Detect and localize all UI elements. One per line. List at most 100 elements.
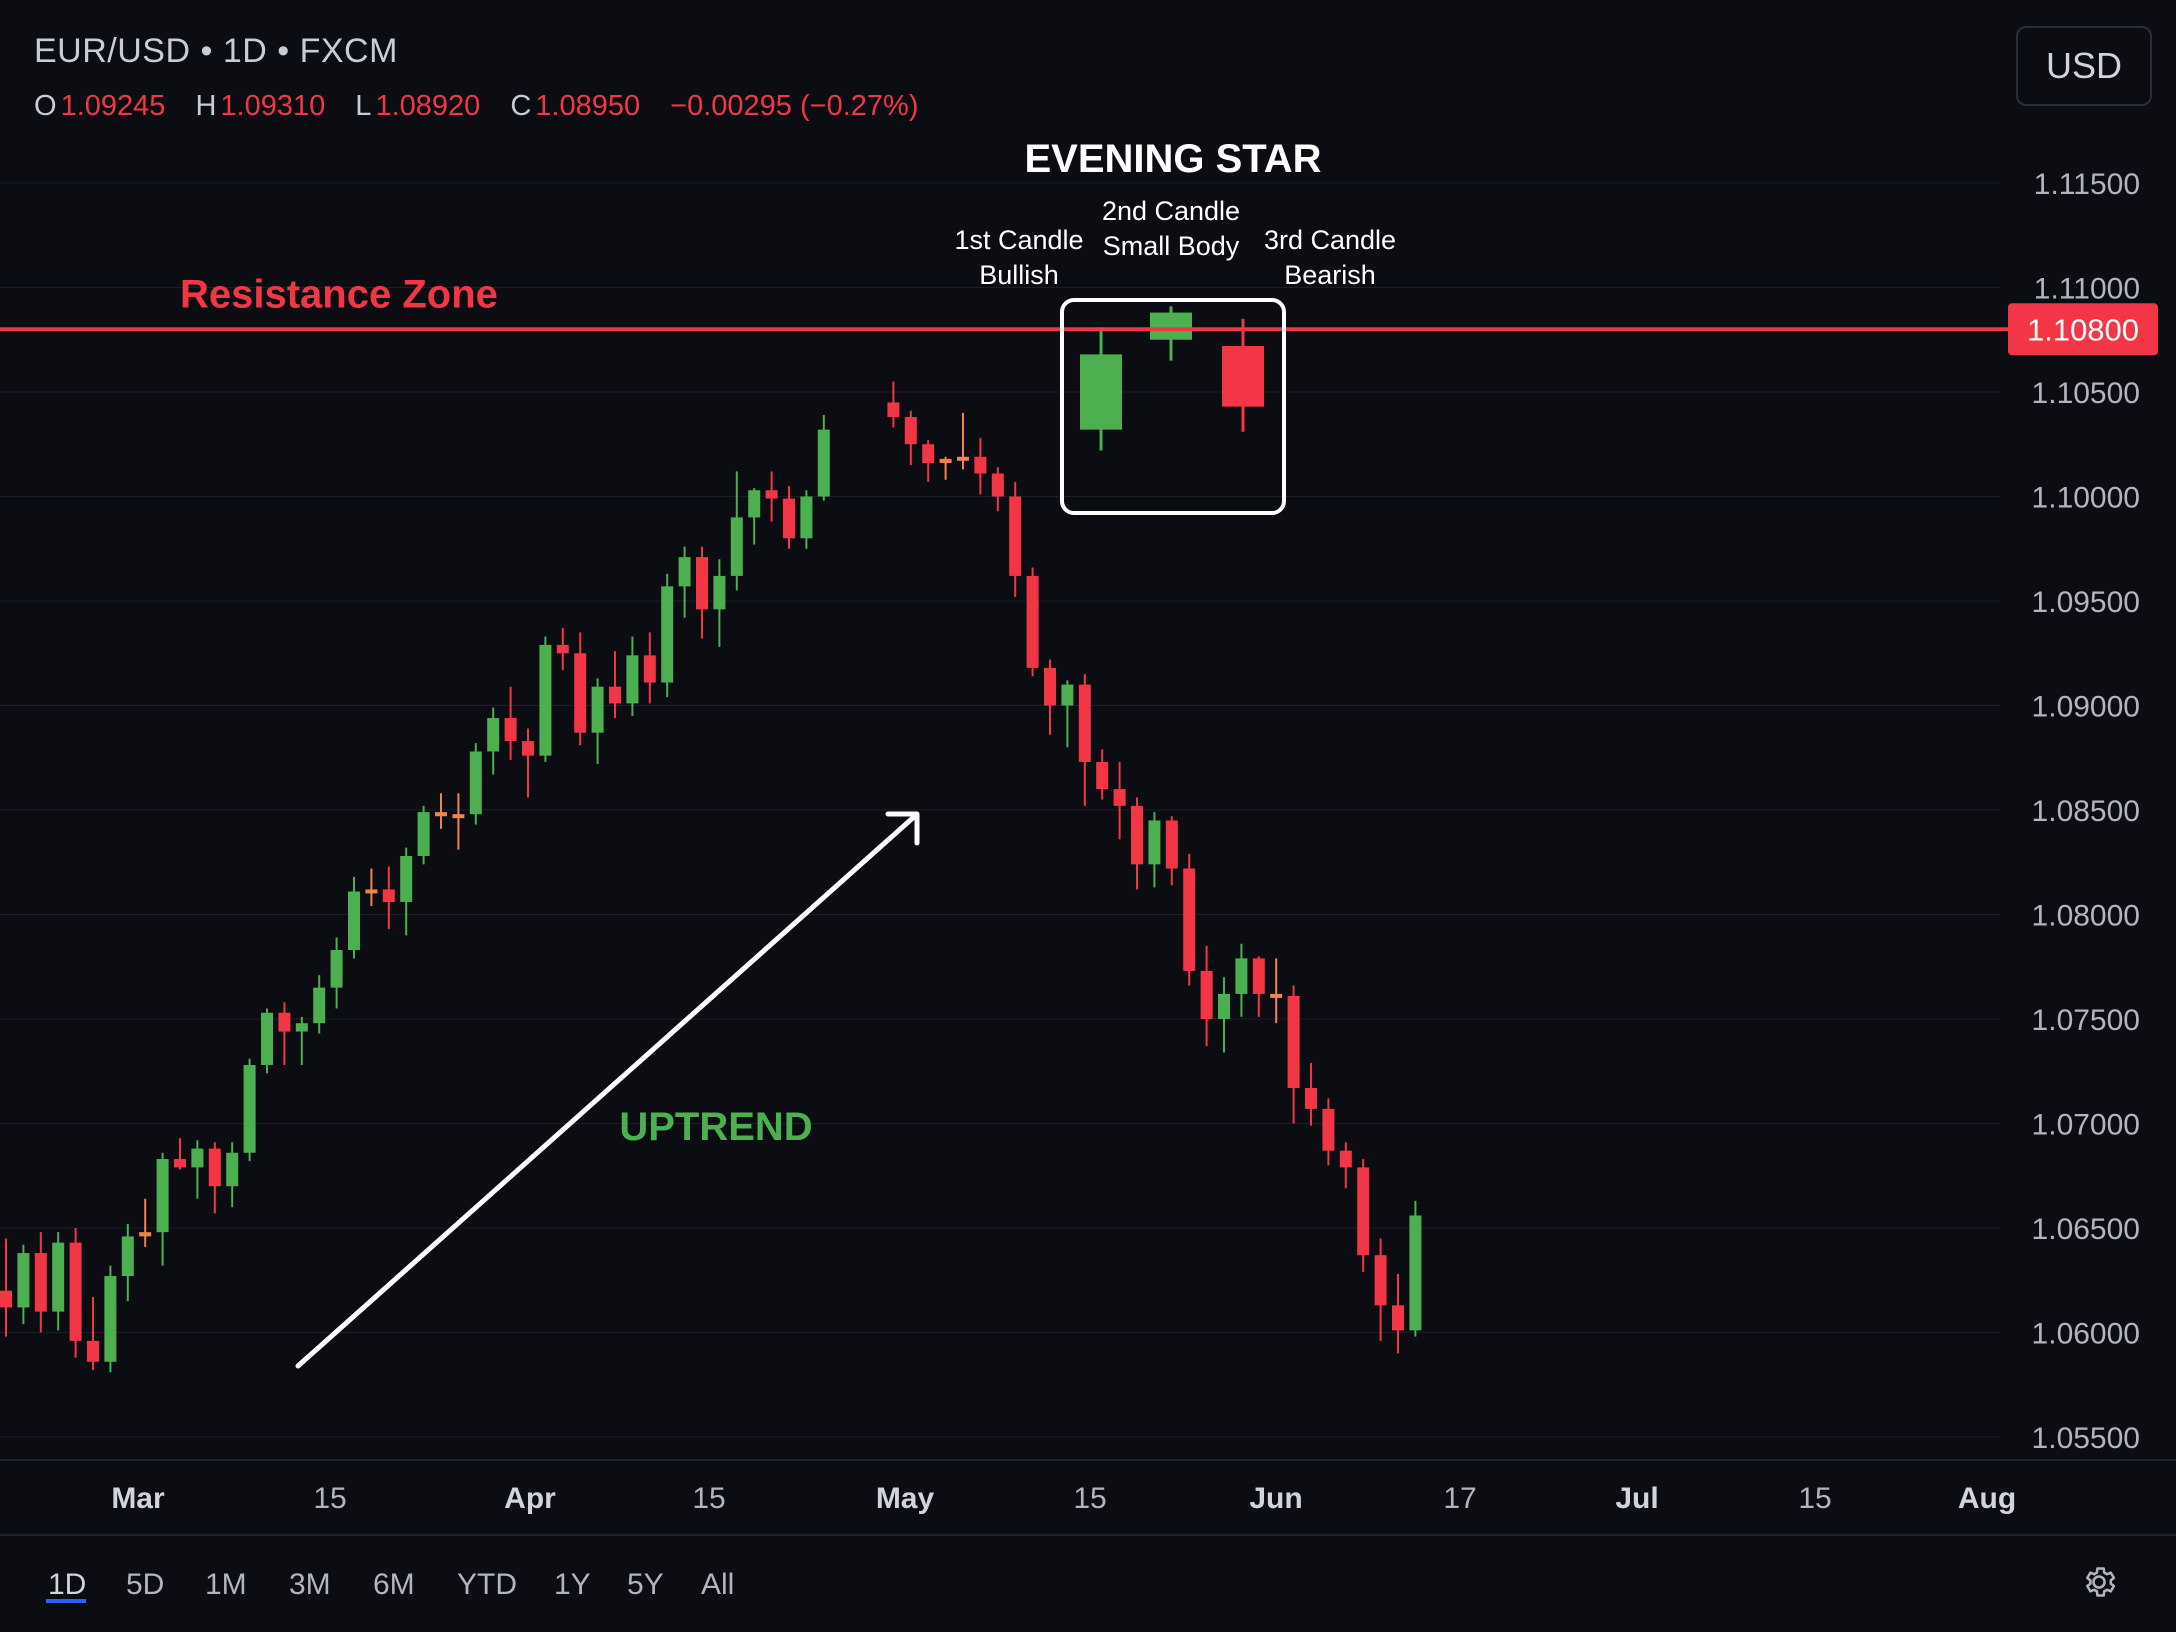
candle-body <box>800 496 813 539</box>
candle-body <box>957 456 969 461</box>
candle-3-sublabel: Bearish <box>1284 260 1376 290</box>
candle-body <box>696 557 708 610</box>
time-axis: Mar 15 Apr 15 May 15 Jun 17 Jul 15 Aug <box>111 1482 2016 1515</box>
timeframe-all[interactable]: All <box>701 1568 735 1601</box>
resistance-price-text: 1.10800 <box>2027 312 2139 347</box>
candle <box>139 1198 152 1247</box>
candle <box>991 467 1004 512</box>
candle <box>278 1002 291 1065</box>
change-value: −0.00295 (−0.27%) <box>670 90 919 122</box>
price-tick-label: 1.06500 <box>2032 1213 2140 1246</box>
candles <box>0 306 1422 1373</box>
candle <box>643 632 656 704</box>
candle-body <box>243 1064 256 1153</box>
candle-body <box>1113 789 1126 806</box>
candle <box>783 486 795 549</box>
active-timeframe-indicator <box>46 1599 86 1603</box>
timeframe-1y[interactable]: 1Y <box>554 1568 591 1601</box>
candle-body <box>678 557 691 587</box>
evening-star-title: EVENING STAR <box>1024 137 1321 181</box>
candle <box>400 847 413 936</box>
time-tick-label: 15 <box>692 1482 725 1515</box>
price-tick-label: 1.05500 <box>2032 1422 2140 1455</box>
candle-body <box>191 1148 204 1168</box>
candle <box>313 975 326 1034</box>
candle <box>417 805 430 865</box>
timeframe-6m[interactable]: 6M <box>373 1568 415 1601</box>
candle <box>1165 816 1178 886</box>
candle <box>957 412 969 470</box>
price-tick-label: 1.07500 <box>2032 1004 2140 1037</box>
candle-body <box>626 655 639 704</box>
price-tick-label: 1.11500 <box>2034 168 2140 201</box>
currency-button[interactable]: USD <box>2016 26 2152 106</box>
candle-body <box>591 686 604 733</box>
candle <box>696 546 708 639</box>
high-value: 1.09310 <box>220 90 326 122</box>
gear-icon[interactable] <box>2080 1563 2118 1601</box>
candle-body <box>1357 1167 1370 1256</box>
candle <box>1374 1238 1387 1341</box>
candle-body <box>400 855 413 902</box>
candle <box>713 559 726 647</box>
price-tick-label: 1.06000 <box>2032 1318 2140 1351</box>
candle-body <box>278 1012 291 1032</box>
time-tick-label: Jul <box>1615 1482 1658 1515</box>
candle-body <box>1148 820 1161 865</box>
candle <box>591 678 604 765</box>
candle <box>800 490 813 549</box>
candle-body <box>1165 820 1178 869</box>
candle-body <box>765 490 778 499</box>
candle-body <box>1339 1150 1352 1168</box>
candle <box>226 1142 239 1208</box>
time-tick-label: Apr <box>504 1482 556 1515</box>
candle <box>1235 943 1248 1017</box>
candle <box>1044 659 1056 735</box>
evening-star-highlight-box <box>1060 298 1286 515</box>
candle-body <box>1392 1305 1404 1331</box>
candle-body <box>939 458 952 464</box>
candle <box>1392 1273 1404 1354</box>
candle-body <box>609 686 621 704</box>
uptrend-label: UPTREND <box>619 1105 812 1149</box>
time-tick-label: 15 <box>313 1482 346 1515</box>
time-tick-label: 17 <box>1443 1482 1476 1515</box>
candle <box>661 573 674 698</box>
candle-1-sublabel: Bullish <box>979 260 1059 290</box>
candlestick-chart[interactable]: 1.11500 1.11000 1.10500 1.10000 1.09500 1.090… <box>0 0 2176 1534</box>
candle <box>922 440 935 482</box>
candle-body <box>574 653 587 733</box>
candle-body <box>208 1148 221 1187</box>
candle-body <box>643 655 656 683</box>
candle <box>609 651 621 719</box>
candle <box>1096 749 1109 800</box>
candle-body <box>1235 958 1248 994</box>
candle <box>1287 985 1300 1124</box>
timeframe-1m[interactable]: 1M <box>205 1568 247 1601</box>
timeframe-5d[interactable]: 5D <box>126 1568 165 1601</box>
candle <box>365 868 378 907</box>
candle-body <box>1150 312 1192 340</box>
timeframe-3m[interactable]: 3M <box>289 1568 331 1601</box>
candle-body <box>504 718 517 742</box>
candle <box>1339 1142 1352 1189</box>
open-value: 1.09245 <box>60 90 166 122</box>
timeframe-5y[interactable]: 5Y <box>627 1568 664 1601</box>
time-tick-label: May <box>876 1482 935 1515</box>
timeframe-ytd[interactable]: YTD <box>457 1568 517 1601</box>
candle <box>1409 1200 1422 1337</box>
low-value: 1.08920 <box>375 90 481 122</box>
price-tick-label: 1.11000 <box>2034 273 2140 306</box>
candle <box>1061 680 1074 748</box>
candle <box>539 636 552 762</box>
candle-body <box>139 1232 152 1237</box>
candle <box>208 1142 221 1214</box>
candle <box>1357 1159 1370 1272</box>
candle <box>69 1228 82 1358</box>
candle-body <box>69 1242 82 1341</box>
price-tick-label: 1.08000 <box>2032 900 2140 933</box>
timeframe-1d[interactable]: 1D <box>48 1568 87 1601</box>
candle-body <box>1183 868 1196 971</box>
candle <box>939 456 952 480</box>
candle-body <box>1026 575 1039 668</box>
